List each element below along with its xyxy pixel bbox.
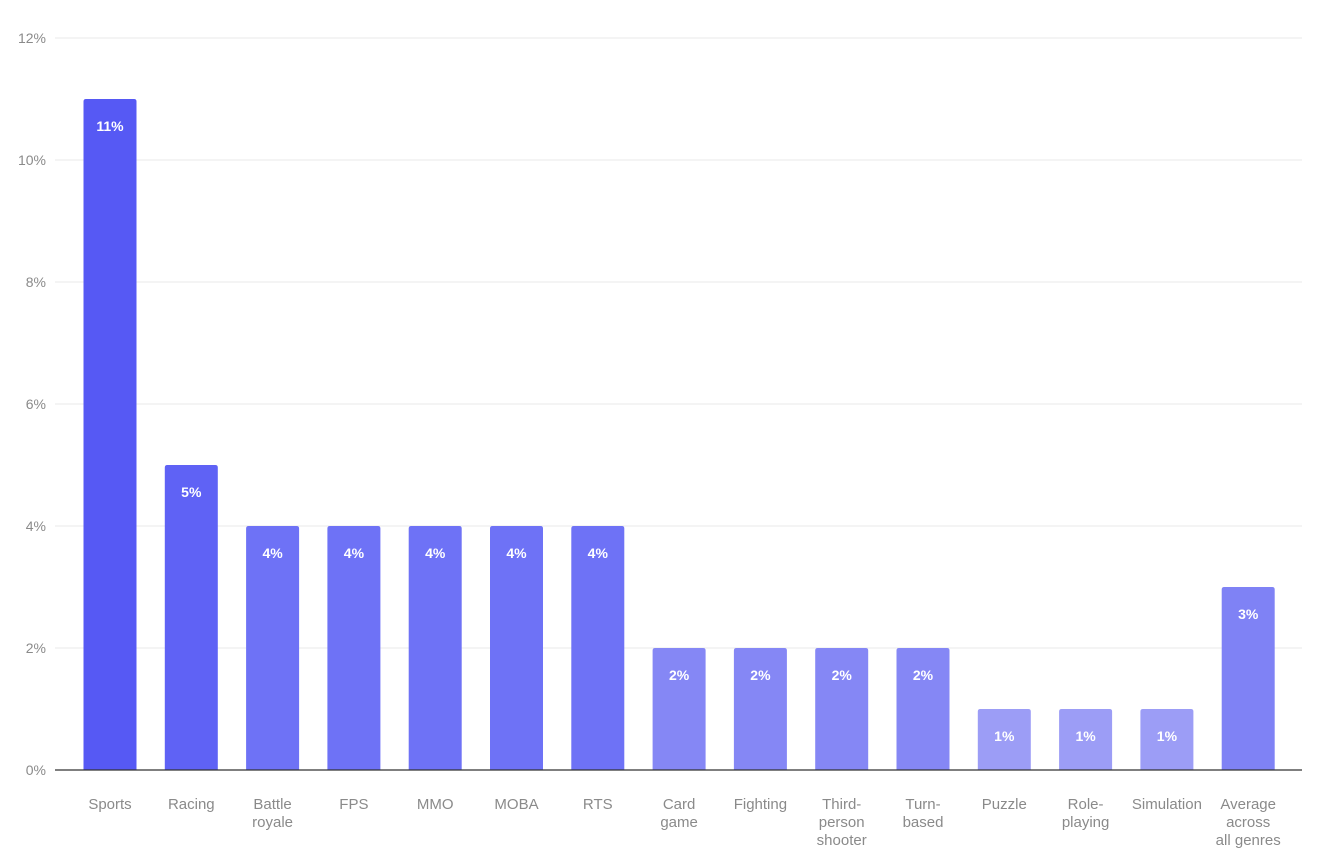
data-label: 4%: [506, 545, 527, 561]
x-tick-label-line: Sports: [88, 796, 131, 813]
data-label: 2%: [669, 667, 690, 683]
bar: [83, 99, 137, 770]
x-tick-label: FPS: [339, 796, 368, 813]
bar: [733, 648, 787, 770]
x-tick-label-line: Battle: [253, 796, 291, 813]
x-tick-label: MOBA: [494, 796, 538, 813]
x-tick-label: RTS: [583, 796, 613, 813]
x-tick-label-line: Simulation: [1132, 796, 1202, 813]
x-tick-label-line: Card: [663, 796, 696, 813]
data-label: 1%: [1075, 728, 1096, 744]
x-tick-label-line: Role-: [1068, 796, 1104, 813]
x-tick-label-line: all genres: [1216, 832, 1281, 849]
x-tick-label: Card game: [660, 796, 698, 831]
bar: [408, 526, 462, 770]
y-tick-label: 0%: [26, 762, 46, 778]
bar: [977, 709, 1031, 770]
x-tick-label-line: across: [1226, 814, 1270, 831]
data-label: 4%: [425, 545, 446, 561]
x-tick-label-line: game: [660, 814, 698, 831]
x-tick-label: Average across all genres: [1216, 796, 1281, 849]
x-tick-label: Fighting: [734, 796, 787, 813]
bar: [815, 648, 869, 770]
data-label: 4%: [344, 545, 365, 561]
bar: [164, 465, 218, 770]
bar: [896, 648, 950, 770]
data-label: 1%: [994, 728, 1015, 744]
data-label: 4%: [262, 545, 283, 561]
x-tick-label-line: Puzzle: [982, 796, 1027, 813]
bars: [83, 99, 1275, 770]
data-label: 2%: [750, 667, 771, 683]
data-labels: 11% 5% 4% 4% 4% 4% 4% 2% 2% 2% 2% 1% 1% 1% 3%: [96, 118, 1258, 744]
x-tick-label-line: FPS: [339, 796, 368, 813]
gridlines: [55, 37, 1302, 649]
x-tick-label-line: Turn-: [905, 796, 940, 813]
data-label: 3%: [1238, 606, 1259, 622]
x-tick-label-line: shooter: [817, 832, 867, 849]
x-tick-label-line: RTS: [583, 796, 613, 813]
x-tick-label-line: MOBA: [494, 796, 538, 813]
bar: [652, 648, 706, 770]
data-label: 4%: [588, 545, 609, 561]
bar: [1221, 587, 1275, 770]
x-tick-label-line: playing: [1062, 814, 1110, 831]
y-tick-label: 10%: [18, 152, 46, 168]
data-label: 5%: [181, 484, 202, 500]
x-tick-label-line: royale: [252, 814, 293, 831]
x-axis-ticks: Sports Racing Battle royale FPS MMO MOBA RTS Car…: [88, 796, 1280, 849]
x-tick-label-line: Third-: [822, 796, 861, 813]
bar: [1140, 709, 1194, 770]
data-label: 11%: [96, 118, 124, 134]
data-label: 1%: [1157, 728, 1178, 744]
x-tick-label: Racing: [168, 796, 215, 813]
y-axis-ticks: 0% 2% 4% 6% 8% 10% 12%: [18, 30, 46, 778]
x-tick-label-line: person: [819, 814, 865, 831]
y-tick-label: 6%: [26, 396, 46, 412]
bar: [571, 526, 625, 770]
y-tick-label: 12%: [18, 30, 46, 46]
y-tick-label: 2%: [26, 640, 46, 656]
x-tick-label-line: Fighting: [734, 796, 787, 813]
x-tick-label-line: MMO: [417, 796, 454, 813]
data-label: 2%: [832, 667, 853, 683]
bar: [246, 526, 300, 770]
data-label: 2%: [913, 667, 934, 683]
x-tick-label-line: based: [903, 814, 944, 831]
x-tick-label: Role-playing: [1062, 796, 1110, 831]
y-tick-label: 4%: [26, 518, 46, 534]
x-tick-label: Battle royale: [252, 796, 293, 831]
bar: [490, 526, 543, 770]
x-tick-label: Puzzle: [982, 796, 1027, 813]
x-tick-label: MMO: [417, 796, 454, 813]
y-tick-label: 8%: [26, 274, 46, 290]
x-tick-label: Simulation: [1132, 796, 1202, 813]
x-tick-label-line: Average: [1220, 796, 1276, 813]
x-tick-label: Third-person shooter: [817, 796, 867, 849]
x-tick-label: Turn-based: [903, 796, 944, 831]
bar: [327, 526, 381, 770]
x-tick-label: Sports: [88, 796, 131, 813]
bar: [1059, 709, 1113, 770]
x-tick-label-line: Racing: [168, 796, 215, 813]
